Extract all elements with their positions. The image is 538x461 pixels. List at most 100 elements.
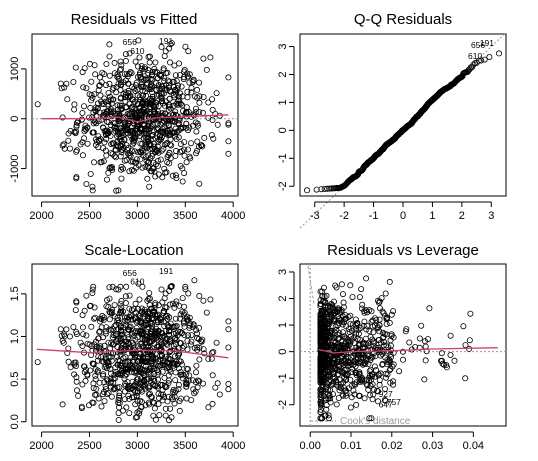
data-point xyxy=(115,416,122,423)
data-point xyxy=(167,405,174,412)
x-tick-label: 0 xyxy=(400,210,406,222)
data-point xyxy=(173,336,180,343)
data-point xyxy=(110,84,117,91)
data-point xyxy=(106,41,113,48)
data-point xyxy=(79,324,86,331)
data-point xyxy=(187,140,194,147)
data-point xyxy=(199,380,206,387)
x-tick-label: -3 xyxy=(310,210,320,222)
data-point xyxy=(175,97,182,104)
data-point xyxy=(149,165,156,172)
data-point xyxy=(134,409,141,416)
data-point xyxy=(332,366,339,373)
data-point xyxy=(175,82,182,89)
data-point xyxy=(203,66,210,73)
data-point xyxy=(149,348,156,355)
data-point xyxy=(118,336,125,343)
data-point xyxy=(160,333,167,340)
data-point xyxy=(191,277,198,284)
data-point xyxy=(173,174,180,181)
data-point xyxy=(161,374,168,381)
data-point xyxy=(194,334,201,341)
data-point xyxy=(134,305,141,312)
data-point xyxy=(117,67,124,74)
data-point xyxy=(108,370,115,377)
data-point xyxy=(351,334,358,341)
data-point xyxy=(116,389,123,396)
data-point xyxy=(140,135,147,142)
data-point xyxy=(380,333,387,340)
data-point xyxy=(163,383,170,390)
data-point xyxy=(136,367,143,374)
data-point xyxy=(124,125,131,132)
data-point xyxy=(336,343,343,350)
data-point xyxy=(225,74,232,81)
data-point xyxy=(387,351,394,358)
data-point xyxy=(116,404,123,411)
data-point xyxy=(146,183,153,190)
panel-scale-location: Scale-Location 2000 2500 3000 3500 4000 0.0 0.… xyxy=(9,242,245,452)
data-point xyxy=(180,318,187,325)
data-point xyxy=(162,405,169,412)
data-point xyxy=(198,142,205,149)
data-point xyxy=(117,79,124,86)
data-point xyxy=(323,402,330,409)
data-point xyxy=(175,381,182,388)
data-point xyxy=(122,353,129,360)
data-point xyxy=(99,312,106,319)
point-label: 191 xyxy=(159,36,173,46)
data-point xyxy=(321,185,328,192)
data-point xyxy=(146,384,153,391)
data-point xyxy=(164,341,171,348)
data-point xyxy=(73,298,80,305)
data-point xyxy=(344,346,351,353)
data-point xyxy=(89,286,96,293)
data-point xyxy=(423,348,430,355)
data-point xyxy=(140,106,147,113)
smooth-line xyxy=(36,348,229,359)
data-point xyxy=(146,290,153,297)
data-point xyxy=(71,361,78,368)
data-point xyxy=(213,339,220,346)
data-point xyxy=(154,376,161,383)
data-point xyxy=(176,100,183,107)
data-point xyxy=(374,325,381,332)
data-point xyxy=(89,399,96,406)
data-point xyxy=(130,135,137,142)
data-point xyxy=(64,349,71,356)
data-point xyxy=(73,378,80,385)
data-point xyxy=(189,79,196,86)
data-point xyxy=(166,327,173,334)
data-point xyxy=(170,343,177,350)
data-point xyxy=(358,359,365,366)
data-point xyxy=(98,79,105,86)
data-point xyxy=(384,371,391,378)
data-point xyxy=(96,137,103,144)
data-point xyxy=(318,186,325,193)
data-point xyxy=(149,93,156,100)
data-point xyxy=(194,147,201,154)
data-point xyxy=(125,87,132,94)
data-point xyxy=(389,363,396,370)
data-point xyxy=(109,96,116,103)
data-point xyxy=(102,110,109,117)
data-point xyxy=(166,349,173,356)
data-point xyxy=(118,62,125,69)
data-point xyxy=(83,85,90,92)
data-point xyxy=(80,84,87,91)
data-point xyxy=(71,129,78,136)
data-point xyxy=(207,296,214,303)
panel-title: Q-Q Residuals xyxy=(354,11,452,28)
data-point xyxy=(196,109,203,116)
data-point xyxy=(193,128,200,135)
data-point xyxy=(92,314,99,321)
data-point xyxy=(105,90,112,97)
data-point xyxy=(128,166,135,173)
data-point xyxy=(426,305,433,312)
data-point xyxy=(145,368,152,375)
data-point xyxy=(194,138,201,145)
data-point xyxy=(134,92,141,99)
data-point xyxy=(118,367,125,374)
data-point xyxy=(111,384,118,391)
